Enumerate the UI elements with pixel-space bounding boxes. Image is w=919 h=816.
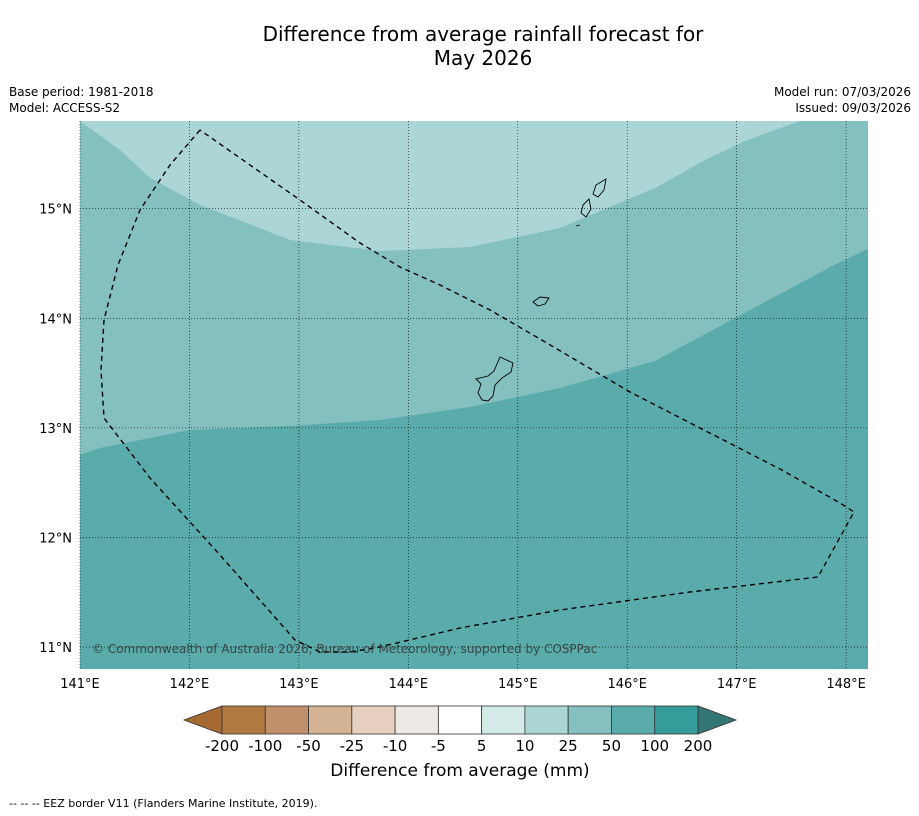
colorbar-label: Difference from average (mm): [330, 761, 590, 781]
colorbar-tick-labels: -200 -100 -50 -25 -10 -5 5 10 25 50 100 200: [205, 737, 712, 755]
colorbar-bin: [308, 705, 353, 735]
title-line-1: Difference from average rainfall forecas…: [262, 22, 704, 46]
title-line-2: May 2026: [433, 46, 533, 70]
lat-tick-label: 15°N: [39, 203, 72, 218]
colorbar-bin: [264, 705, 309, 735]
lon-tick-label: 143°E: [279, 677, 319, 692]
colorbar-bin: [524, 705, 569, 735]
island-tinian: [580, 198, 592, 218]
meta-right: Model run: 07/03/2026 Issued: 09/03/2026: [774, 84, 911, 116]
colorbar-tick-label: -50: [296, 737, 321, 755]
lat-tick-label: 12°N: [39, 531, 72, 546]
colorbar-bin: [394, 705, 439, 735]
colorbar-bin: [437, 705, 483, 735]
colorbar-bin: [654, 705, 699, 735]
eez-footnote: -- -- -- EEZ border V11 (Flanders Marine…: [9, 797, 318, 810]
lon-tick-labels: 141°E 142°E 143°E 144°E 145°E 146°E 147°E 148°E: [60, 677, 866, 692]
lon-tick-label: 148°E: [826, 677, 866, 692]
colorbar-tick-label: -5: [431, 737, 446, 755]
lat-tick-label: 11°N: [39, 641, 72, 656]
base-period: Base period: 1981-2018: [9, 85, 154, 99]
lat-tick-labels: 11°N 12°N 13°N 14°N 15°N: [39, 203, 72, 656]
colorbar-bin: [351, 705, 396, 735]
eez-border: [100, 129, 855, 653]
islands: [475, 178, 607, 402]
colorbar-extend-low: [182, 705, 223, 735]
band-10-25: [80, 121, 868, 251]
copyright-notice: © Commonwealth of Australia 2026, Bureau…: [92, 642, 597, 656]
graticule: [79, 121, 868, 669]
model-name: Model: ACCESS-S2: [9, 101, 121, 115]
colorbar-bin: [567, 705, 612, 735]
lon-tick-label: 146°E: [607, 677, 647, 692]
meta-left: Base period: 1981-2018 Model: ACCESS-S2: [9, 84, 154, 116]
island-guam: [475, 356, 514, 402]
colorbar: [182, 705, 738, 735]
lat-tick-label: 14°N: [39, 312, 72, 327]
rainfall-bands: [80, 121, 868, 669]
lon-tick-label: 144°E: [389, 677, 429, 692]
colorbar-tick-label: 200: [684, 737, 713, 755]
lat-tick-label: 13°N: [39, 422, 72, 437]
colorbar-tick-label: 10: [515, 737, 534, 755]
lon-tick-label: 145°E: [498, 677, 538, 692]
colorbar-tick-label: -100: [248, 737, 282, 755]
issued-date: Issued: 09/03/2026: [795, 101, 911, 115]
colorbar-bin: [221, 705, 266, 735]
colorbar-tick-label: 100: [640, 737, 669, 755]
colorbar-tick-label: 50: [602, 737, 621, 755]
lon-tick-label: 147°E: [717, 677, 757, 692]
colorbar-tick-label: 25: [559, 737, 578, 755]
island-rota: [532, 296, 550, 307]
lon-tick-label: 142°E: [170, 677, 210, 692]
colorbar-tick-label: -25: [340, 737, 365, 755]
island-aguijan: [575, 224, 581, 227]
colorbar-bin: [481, 705, 526, 735]
model-run: Model run: 07/03/2026: [773, 85, 911, 99]
map-title: Difference from average rainfall forecas…: [0, 22, 919, 70]
island-saipan: [592, 178, 607, 198]
colorbar-tick-label: 5: [477, 737, 487, 755]
colorbar-extend-high: [697, 705, 738, 735]
colorbar-tick-label: -10: [383, 737, 408, 755]
colorbar-tick-label: -200: [205, 737, 239, 755]
lon-tick-label: 141°E: [60, 677, 100, 692]
colorbar-bin: [611, 705, 656, 735]
